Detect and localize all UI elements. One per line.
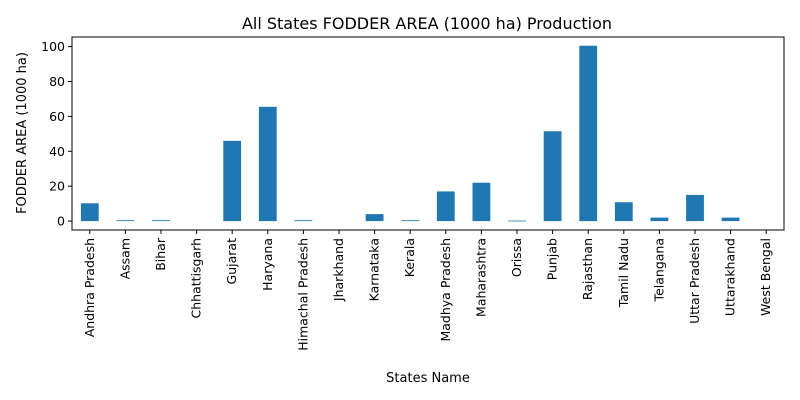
bar: [258, 106, 277, 222]
x-tick-label: Uttar Pradesh: [687, 238, 702, 324]
x-tick-label: Bihar: [153, 237, 168, 271]
y-tick-label: 60: [49, 109, 65, 124]
bar: [401, 220, 420, 222]
plot-frame: [71, 36, 785, 231]
x-tick-label: Rajasthan: [580, 238, 595, 300]
bars-group: [80, 45, 740, 222]
x-tick-label: Tamil Nadu: [616, 238, 631, 308]
x-axis-label: States Name: [386, 371, 470, 386]
x-tick-label: Chhattisgarh: [189, 238, 204, 318]
x-tick-label: Karnataka: [367, 238, 382, 301]
x-tick-label: Madhya Pradesh: [438, 238, 453, 342]
bar: [116, 220, 135, 222]
y-tick-label: 0: [57, 214, 65, 229]
x-ticks-group: Andhra Pradesh Assam Bihar Chhattisgarh Guja…: [82, 230, 773, 351]
x-tick-label: Jharkhand: [331, 238, 346, 302]
bar: [686, 194, 704, 222]
x-tick-label: Assam: [117, 238, 132, 279]
bar: [508, 220, 526, 222]
x-tick-label: West Bengal: [758, 238, 773, 316]
bar: [223, 140, 242, 222]
y-axis-label: FODDER AREA (1000 ha): [15, 52, 30, 214]
bar: [152, 220, 170, 222]
chart-title: All States FODDER AREA (1000 ha) Product…: [242, 14, 612, 33]
x-tick-label: Himachal Pradesh: [295, 238, 310, 351]
x-tick-label: Maharashtra: [473, 238, 488, 317]
x-tick-label: Andhra Pradesh: [82, 238, 97, 337]
bar: [294, 220, 313, 222]
x-tick-label: Haryana: [260, 238, 275, 291]
y-tick-label: 100: [41, 39, 65, 54]
bar: [436, 191, 455, 222]
bar: [614, 202, 633, 222]
x-tick-label: Telangana: [651, 238, 666, 302]
y-tick-label: 40: [49, 144, 65, 159]
bar: [365, 214, 384, 222]
y-tick-label: 20: [49, 179, 65, 194]
x-tick-label: Orissa: [509, 238, 524, 277]
bar: [472, 182, 491, 222]
x-tick-label: Gujarat: [224, 238, 239, 285]
bar: [579, 45, 598, 222]
y-tick-label: 80: [49, 74, 65, 89]
bar: [543, 131, 562, 222]
x-tick-label: Uttarakhand: [723, 238, 738, 316]
bar: [650, 217, 669, 222]
bar: [721, 217, 740, 222]
x-tick-label: Kerala: [402, 238, 417, 277]
y-ticks-group: 0 20 40 60 80 100: [41, 39, 72, 229]
x-tick-label: Punjab: [545, 238, 560, 280]
bar: [80, 203, 99, 222]
